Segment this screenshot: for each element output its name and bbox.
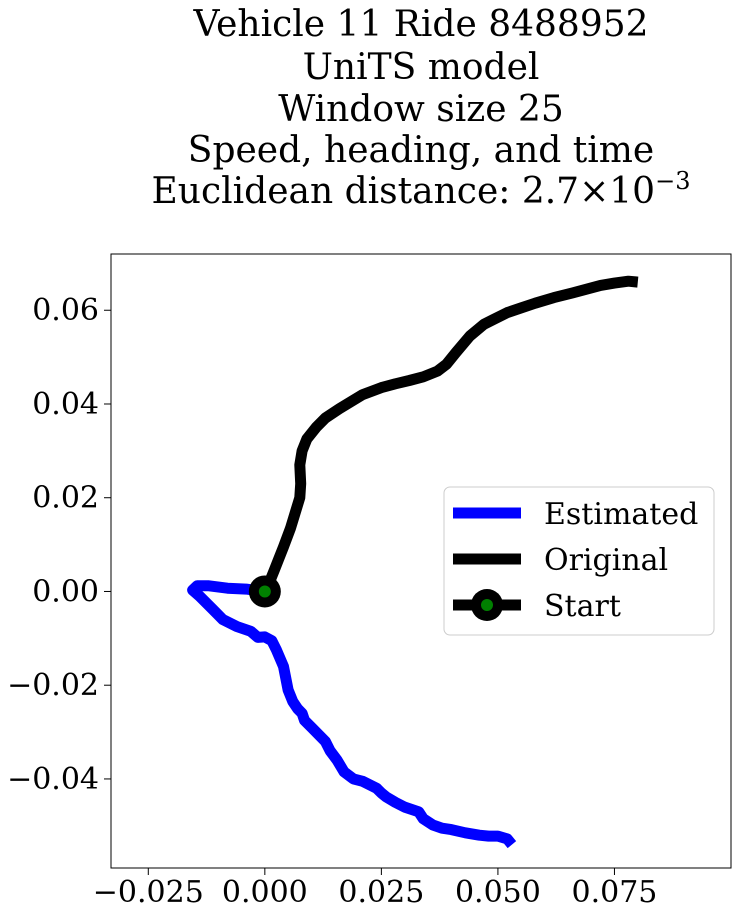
- legend-box: [443, 486, 715, 636]
- x-tick-label: −0.025: [93, 875, 204, 910]
- title-line-1: Vehicle 11 Ride 8488952: [192, 4, 648, 45]
- series-layer: [187, 275, 639, 849]
- series-line-estimated: [187, 580, 517, 849]
- y-tick-label: 0.00: [32, 574, 99, 609]
- title-metric-prefix: Euclidean distance:: [152, 171, 522, 212]
- y-tick-label: −0.02: [7, 668, 99, 703]
- series-line-original: [259, 275, 639, 594]
- y-tick-label: 0.04: [32, 387, 99, 422]
- chart-title: Vehicle 11 Ride 8488952 UniTS model Wind…: [152, 4, 691, 212]
- plot-area-frame: [110, 253, 732, 869]
- x-tick-label: 0.075: [572, 875, 658, 910]
- title-line-3: Window size 25: [278, 89, 564, 130]
- y-tick-label: 0.02: [32, 481, 99, 516]
- legend-label-original: Original: [544, 543, 668, 578]
- y-axis: −0.04 −0.02 0.00 0.02 0.04 0.06: [7, 293, 111, 797]
- legend-label-start: Start: [544, 589, 621, 624]
- title-line-4: Speed, heading, and time: [188, 130, 654, 171]
- title-line-5: Euclidean distance: 2.7×10−3: [152, 167, 691, 212]
- x-tick-label: 0.025: [338, 875, 424, 910]
- title-metric-mantissa: 2.7: [522, 171, 579, 212]
- title-metric-base: 10: [609, 171, 655, 212]
- legend-label-estimated: Estimated: [544, 497, 698, 532]
- legend-item-estimated: Estimated: [453, 497, 698, 532]
- x-tick-label: 0.050: [455, 875, 541, 910]
- title-metric-exponent: −3: [655, 167, 690, 195]
- legend-swatch-start-center: [481, 599, 493, 611]
- legend: Estimated Original Start: [443, 486, 715, 636]
- title-line-2: UniTS model: [303, 47, 540, 88]
- legend-item-start: Start: [453, 589, 621, 624]
- legend-item-original: Original: [453, 543, 668, 578]
- start-marker-center: [258, 585, 271, 598]
- x-axis: −0.025 0.000 0.025 0.050 0.075: [93, 868, 658, 910]
- y-tick-label: −0.04: [7, 762, 99, 797]
- y-tick-label: 0.06: [32, 293, 99, 328]
- title-metric-times: ×: [579, 171, 609, 212]
- x-tick-label: 0.000: [222, 875, 308, 910]
